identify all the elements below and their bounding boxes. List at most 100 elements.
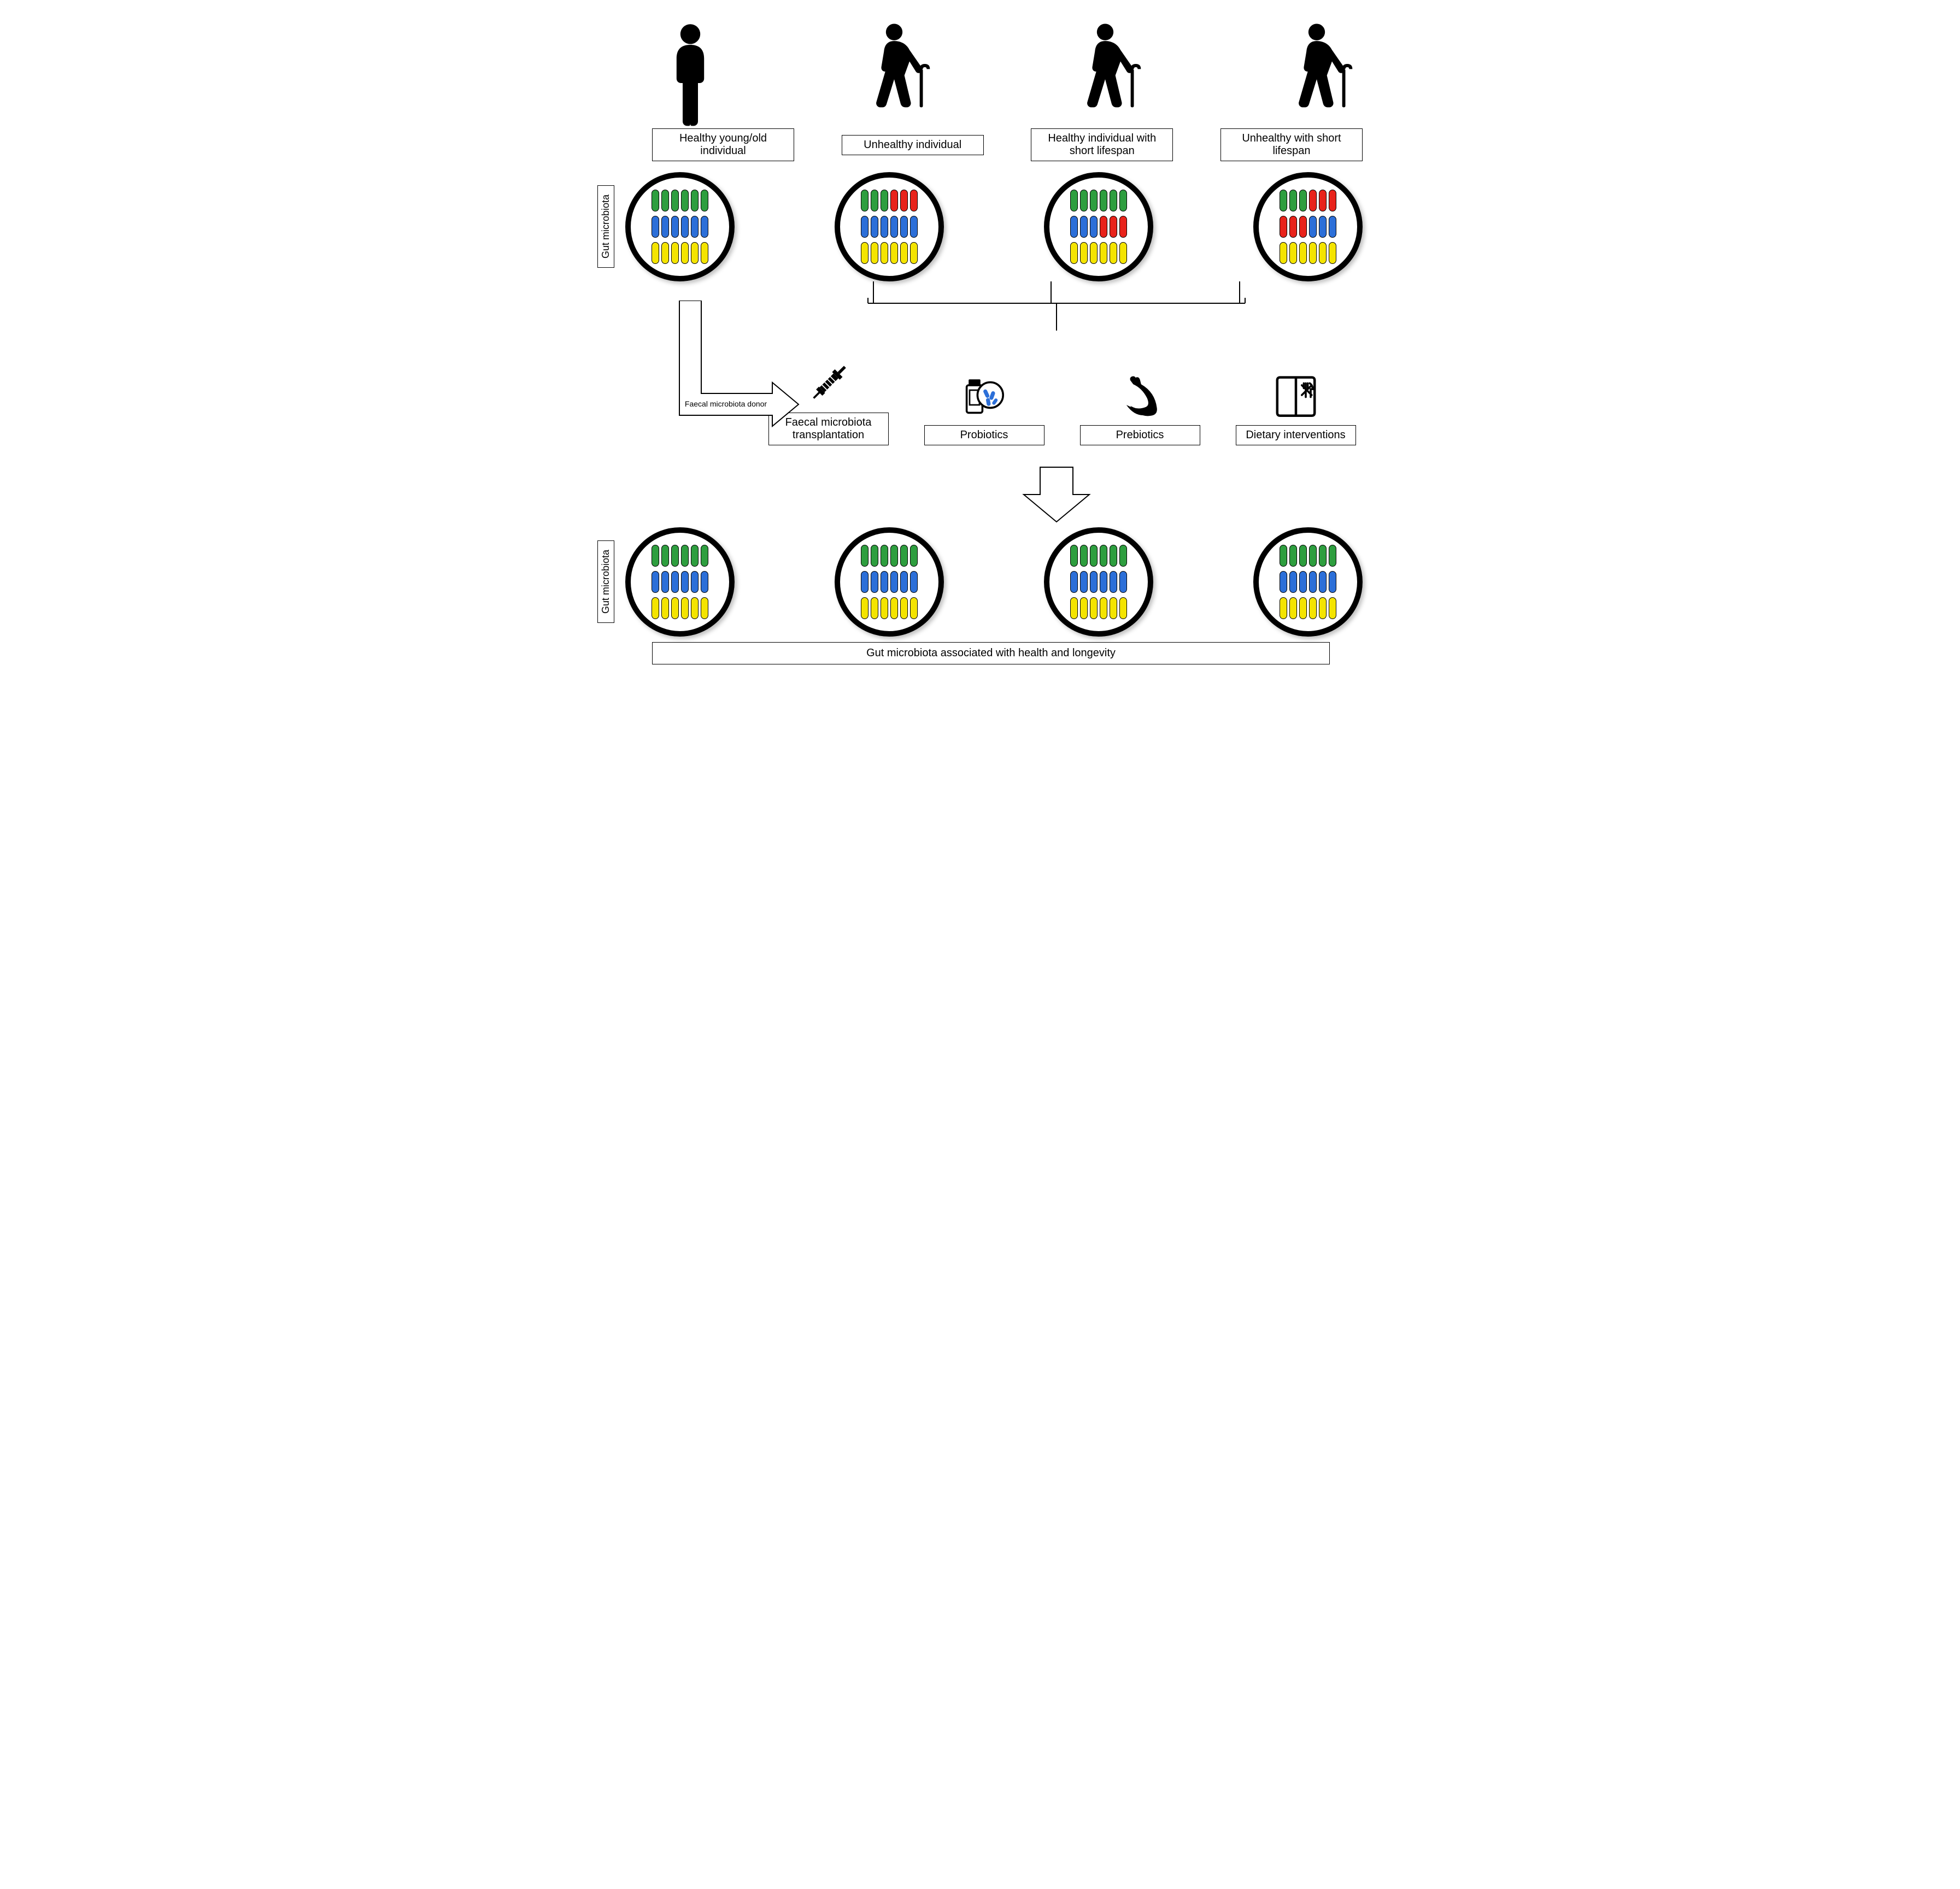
- bacterium: [1280, 242, 1287, 264]
- bacteria-row: [652, 190, 708, 211]
- bacteria-row: [861, 571, 918, 593]
- bacterium: [1299, 216, 1307, 238]
- bacterium: [910, 571, 918, 593]
- bacterium: [1309, 571, 1317, 593]
- bacterium: [1329, 545, 1336, 567]
- svg-text:Faecal microbiota donor: Faecal microbiota donor: [685, 399, 767, 408]
- bacterium: [1110, 571, 1117, 593]
- bacterium: [681, 216, 689, 238]
- bacterium: [1289, 545, 1297, 567]
- bacterium: [1080, 597, 1088, 619]
- bacterium: [871, 190, 878, 211]
- bacterium: [652, 545, 659, 567]
- bacterium: [871, 216, 878, 238]
- bacterium: [1309, 190, 1317, 211]
- bacterium: [871, 545, 878, 567]
- bacterium: [1119, 571, 1127, 593]
- intervention-label: Dietary interventions: [1236, 425, 1356, 445]
- bacterium: [881, 597, 888, 619]
- bacterium: [1070, 216, 1078, 238]
- bacterium: [652, 216, 659, 238]
- bacterium: [671, 242, 679, 264]
- bacterium: [691, 242, 699, 264]
- bacteria-row: [861, 545, 918, 567]
- down-arrow: [597, 462, 1363, 527]
- bacterium: [861, 545, 868, 567]
- bacterium: [1280, 597, 1287, 619]
- bacterium: [1299, 242, 1307, 264]
- banana-icon: [1116, 370, 1165, 420]
- bacterium: [1070, 545, 1078, 567]
- bacterium: [890, 242, 898, 264]
- bacteria-row: [1280, 545, 1336, 567]
- bacterium: [1080, 216, 1088, 238]
- person-cane-icon: [1286, 22, 1363, 111]
- bacterium: [1080, 190, 1088, 211]
- bacterium: [861, 190, 868, 211]
- probiotic-icon: [960, 370, 1009, 420]
- bacterium: [661, 545, 669, 567]
- bacterium: [890, 190, 898, 211]
- bacterium: [881, 190, 888, 211]
- bacterium: [1100, 571, 1107, 593]
- intervention-label: Probiotics: [924, 425, 1044, 445]
- bacteria-row: [1070, 216, 1127, 238]
- bacteria-row: [1070, 597, 1127, 619]
- bacterium: [900, 190, 908, 211]
- bacteria-row: [861, 597, 918, 619]
- bacteria-row: [652, 597, 708, 619]
- bacterium: [1110, 242, 1117, 264]
- bacterium: [1299, 545, 1307, 567]
- bacterium: [1070, 597, 1078, 619]
- bacterium: [871, 597, 878, 619]
- bacterium: [1319, 571, 1327, 593]
- person-cane-icon: [864, 22, 940, 111]
- bacterium: [881, 216, 888, 238]
- bacterium: [681, 545, 689, 567]
- bacterium: [1329, 216, 1336, 238]
- microbiota-circle: [835, 527, 944, 637]
- individual-label: Healthy individual with short lifespan: [1031, 128, 1173, 161]
- bacterium: [652, 571, 659, 593]
- bacterium: [1080, 571, 1088, 593]
- bacterium: [890, 545, 898, 567]
- microbiota-circle: [625, 172, 735, 281]
- bacteria-row: [652, 216, 708, 238]
- bacterium: [1080, 242, 1088, 264]
- person-standing-icon: [652, 22, 729, 129]
- individual-column: [1075, 22, 1151, 120]
- bacterium: [1119, 242, 1127, 264]
- bacterium: [701, 242, 708, 264]
- bacterium: [1080, 545, 1088, 567]
- individual-label: Unhealthy individual: [842, 135, 984, 155]
- individual-column: [864, 22, 940, 120]
- microbiota-circle: [1044, 172, 1153, 281]
- bacterium: [1299, 190, 1307, 211]
- bacterium: [1319, 545, 1327, 567]
- bacterium: [1289, 216, 1297, 238]
- bacterium: [1329, 242, 1336, 264]
- bacterium: [681, 571, 689, 593]
- bacterium: [1309, 242, 1317, 264]
- menu-icon: [1271, 370, 1321, 420]
- bacterium: [1299, 571, 1307, 593]
- bacterium: [910, 597, 918, 619]
- bacterium: [861, 242, 868, 264]
- bacterium: [1309, 216, 1317, 238]
- bacterium: [1319, 242, 1327, 264]
- bacterium: [1100, 597, 1107, 619]
- gut-microbiota-vlabel-bottom: Gut microbiota: [597, 540, 614, 623]
- bacterium: [1309, 545, 1317, 567]
- bacterium: [910, 216, 918, 238]
- bacterium: [1289, 242, 1297, 264]
- microbiota-circle: [625, 527, 735, 637]
- bacterium: [871, 571, 878, 593]
- bacterium: [910, 242, 918, 264]
- bacterium: [671, 545, 679, 567]
- intervention-menu: Dietary interventions: [1236, 370, 1356, 456]
- bacterium: [1329, 597, 1336, 619]
- bacterium: [701, 597, 708, 619]
- bacteria-row: [1280, 597, 1336, 619]
- bacterium: [900, 545, 908, 567]
- bacteria-row: [652, 545, 708, 567]
